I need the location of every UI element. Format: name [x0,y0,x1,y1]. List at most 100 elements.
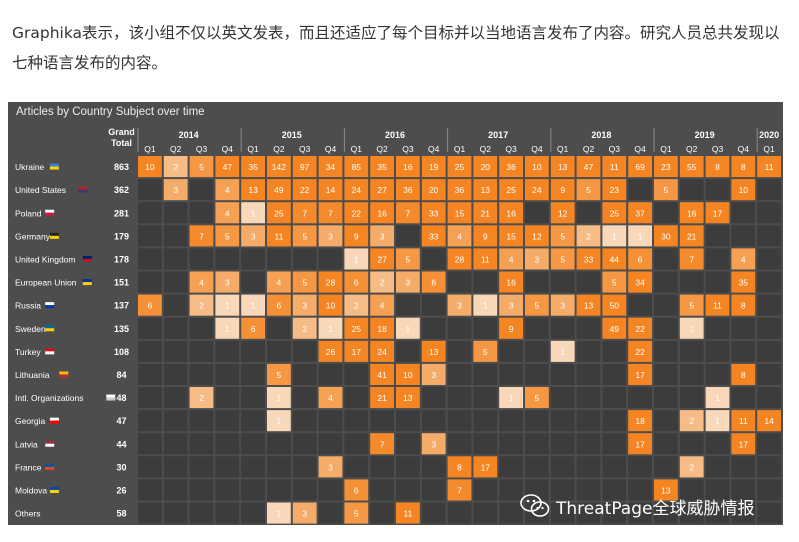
heatmap-cell [370,410,394,432]
cell-value: 27 [377,254,387,264]
heatmap-cell [473,479,498,501]
european-union-flag-bottom [82,282,92,286]
turkey-flag-top [45,348,55,352]
heatmap-cell [550,363,575,385]
heatmap-cell [525,317,549,339]
heatmap-cell [602,456,627,478]
heatmap-cell [189,387,214,409]
cell-value: 15 [506,231,516,241]
row-label: Others [15,509,41,519]
heatmap-cell [550,225,575,247]
heatmap-cell [602,340,627,362]
heatmap-cell [215,248,240,270]
row-total: 108 [114,347,129,357]
cell-value: 5 [302,278,307,288]
heatmap-cell [679,202,704,224]
row-total: 44 [116,439,126,449]
quarter-header: Q4 [738,144,750,154]
cell-value: 21 [481,208,491,218]
cell-value: 16 [506,278,516,288]
cell-value: 25 [610,208,620,218]
heatmap-cell [292,456,317,478]
cell-value: 19 [429,162,439,172]
cell-value: 5 [406,254,411,264]
heatmap-cell [396,317,420,339]
heatmap-cell [679,156,704,178]
heatmap-cell [731,502,756,524]
heatmap-cell [602,202,627,224]
heatmap-cell [396,179,420,201]
ukraine-flag-top [49,163,59,167]
heatmap-cell [602,433,627,455]
heatmap-cell [654,179,678,201]
heatmap-cell [757,317,781,339]
cell-value: 1 [277,393,282,403]
heatmap-cell [138,479,162,501]
cell-value: 1 [406,324,411,334]
heatmap-cell [628,433,652,455]
watermark: ThreatPage全球威胁情报 [520,491,754,521]
cell-value: 1 [225,324,230,334]
cell-value: 4 [741,254,746,264]
heatmap-cell [215,294,240,316]
cell-value: 16 [506,208,516,218]
heatmap-cell [731,248,756,270]
heatmap-cell [396,156,420,178]
cell-value: 5 [560,254,565,264]
heatmap-cell [344,363,369,385]
cell-value: 97 [300,162,310,172]
cell-value: 33 [429,231,439,241]
heatmap-cell [241,225,265,247]
row-total: 179 [114,231,129,241]
heatmap-cell [705,479,730,501]
ukraine-flag-bottom [49,166,59,170]
heatmap-cell [473,363,498,385]
heatmap-cell [421,479,446,501]
heatmap-cell [189,410,214,432]
quarter-header: Q1 [557,144,569,154]
cell-value: 25 [506,185,516,195]
heatmap-cell [499,479,523,501]
heatmap-cell [138,179,162,201]
heatmap-cell [344,271,369,293]
heatmap-cell [705,433,730,455]
cell-value: 8 [741,370,746,380]
cell-value: 17 [739,439,749,449]
heatmap-cell [215,340,240,362]
row-label: Poland [15,208,42,218]
grand-total-header-line1: Grand [108,127,135,137]
heatmap-cell [576,502,601,524]
cell-value: 5 [354,509,359,519]
heatmap-cell [447,271,472,293]
row-label: Intl. Organizations [15,393,84,403]
heatmap-cell [396,363,420,385]
heatmap-cell [215,156,240,178]
heatmap-cell [318,271,343,293]
heatmap-cell [525,294,549,316]
cell-value: 10 [739,185,749,195]
cell-value: 11 [610,162,619,172]
heatmap-cell [292,202,317,224]
heatmap-cell [318,294,343,316]
heatmap-cell [757,363,781,385]
heatmap-cell [447,225,472,247]
year-header: 2014 [179,130,199,140]
cell-value: 17 [713,208,723,218]
cell-value: 22 [635,347,645,357]
chart-title: Articles by Country Subject over time [16,106,205,118]
heatmap-cell [370,456,394,478]
quarter-header: Q2 [376,144,388,154]
heatmap-cell [679,340,704,362]
cell-value: 24 [352,185,362,195]
cell-value: 1 [483,301,488,311]
heatmap-cell [138,340,162,362]
cell-value: 3 [535,254,540,264]
heatmap-cell [628,456,652,478]
year-header: 2020 [759,130,779,140]
cell-value: 10 [532,162,542,172]
cell-value: 5 [483,347,488,357]
heatmap-cell [757,387,781,409]
cell-value: 2 [199,301,204,311]
heatmap-cell [396,294,420,316]
heatmap-cell [757,479,781,501]
